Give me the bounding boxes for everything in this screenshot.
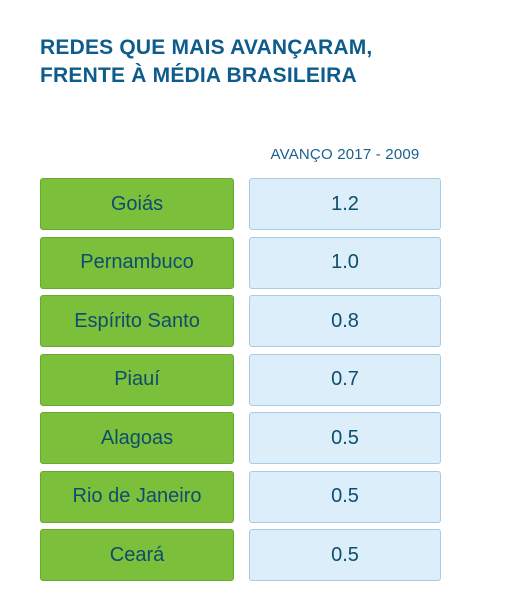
table-row: Espírito Santo 0.8 bbox=[40, 295, 442, 347]
value-cell: 0.5 bbox=[249, 529, 441, 581]
state-cell: Rio de Janeiro bbox=[40, 470, 234, 523]
value-cell: 0.8 bbox=[249, 295, 441, 347]
value-cell: 0.5 bbox=[249, 412, 441, 464]
table-row: Pernambuco 1.0 bbox=[40, 236, 442, 289]
state-cell: Alagoas bbox=[40, 412, 234, 464]
state-cell: Goiás bbox=[40, 178, 234, 230]
table-row: Piauí 0.7 bbox=[40, 353, 442, 406]
ranking-table: Goiás 1.2 Pernambuco 1.0 Espírito Santo 0.8 Pi… bbox=[40, 178, 442, 588]
value-cell: 0.5 bbox=[249, 470, 441, 523]
state-cell: Piauí bbox=[40, 353, 234, 406]
value-column-header: AVANÇO 2017 - 2009 bbox=[270, 146, 420, 163]
table-row: Alagoas 0.5 bbox=[40, 412, 442, 464]
state-cell: Ceará bbox=[40, 529, 234, 581]
chart-title-line-2: FRENTE À MÉDIA BRASILEIRA bbox=[40, 64, 357, 87]
table-row: Goiás 1.2 bbox=[40, 178, 442, 230]
table-row: Ceará 0.5 bbox=[40, 529, 442, 581]
value-cell: 0.7 bbox=[249, 353, 441, 406]
state-cell: Pernambuco bbox=[40, 236, 234, 289]
state-cell: Espírito Santo bbox=[40, 295, 234, 347]
chart-title: REDES QUE MAIS AVANÇARAM, FRENTE À MÉDIA… bbox=[40, 34, 480, 90]
value-cell: 1.0 bbox=[249, 236, 441, 289]
value-cell: 1.2 bbox=[249, 178, 441, 230]
chart-title-line-1: REDES QUE MAIS AVANÇARAM, bbox=[40, 36, 373, 59]
table-row: Rio de Janeiro 0.5 bbox=[40, 470, 442, 523]
